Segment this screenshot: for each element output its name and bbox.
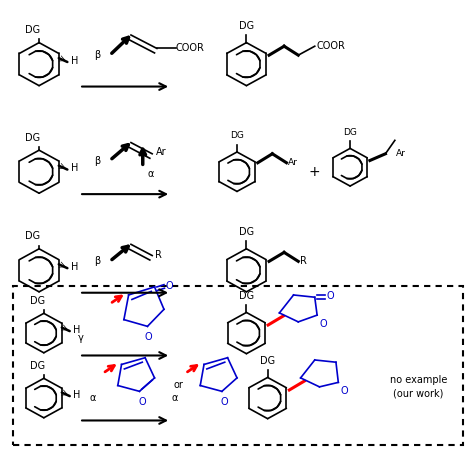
Text: Ar: Ar <box>155 147 166 156</box>
Text: Ar: Ar <box>288 158 298 167</box>
Text: O: O <box>145 332 152 342</box>
Text: DG: DG <box>260 356 275 366</box>
Text: +: + <box>309 165 320 179</box>
Text: β: β <box>94 50 100 60</box>
Text: DG: DG <box>239 21 254 31</box>
Text: α: α <box>147 170 154 179</box>
Text: DG: DG <box>230 131 244 140</box>
Text: or: or <box>173 380 183 390</box>
Text: (our work): (our work) <box>393 389 444 399</box>
Text: β: β <box>94 256 100 267</box>
Text: H: H <box>71 262 78 272</box>
Text: DG: DG <box>30 296 45 306</box>
Text: DG: DG <box>30 361 45 372</box>
Text: O: O <box>326 291 334 301</box>
Text: H: H <box>73 325 80 335</box>
Text: O: O <box>220 397 228 407</box>
Text: no example: no example <box>390 375 447 385</box>
Text: DG: DG <box>239 227 254 237</box>
Text: R: R <box>300 256 307 267</box>
Text: O: O <box>138 397 146 407</box>
Text: DG: DG <box>25 231 40 241</box>
Text: DG: DG <box>25 25 40 35</box>
Text: Ar: Ar <box>396 149 406 158</box>
Text: DG: DG <box>343 128 357 137</box>
Text: DG: DG <box>239 291 254 301</box>
Text: γ: γ <box>78 332 84 343</box>
Text: COOR: COOR <box>316 41 345 51</box>
Text: H: H <box>73 390 80 400</box>
Text: β: β <box>94 156 100 166</box>
Text: α: α <box>89 393 96 403</box>
Text: H: H <box>71 163 78 174</box>
Text: O: O <box>341 386 348 396</box>
Text: α: α <box>172 393 178 403</box>
Text: COOR: COOR <box>176 43 205 54</box>
Text: O: O <box>165 281 173 290</box>
Text: R: R <box>155 250 163 260</box>
Text: O: O <box>319 319 327 329</box>
Text: DG: DG <box>25 133 40 143</box>
Text: H: H <box>71 56 78 66</box>
